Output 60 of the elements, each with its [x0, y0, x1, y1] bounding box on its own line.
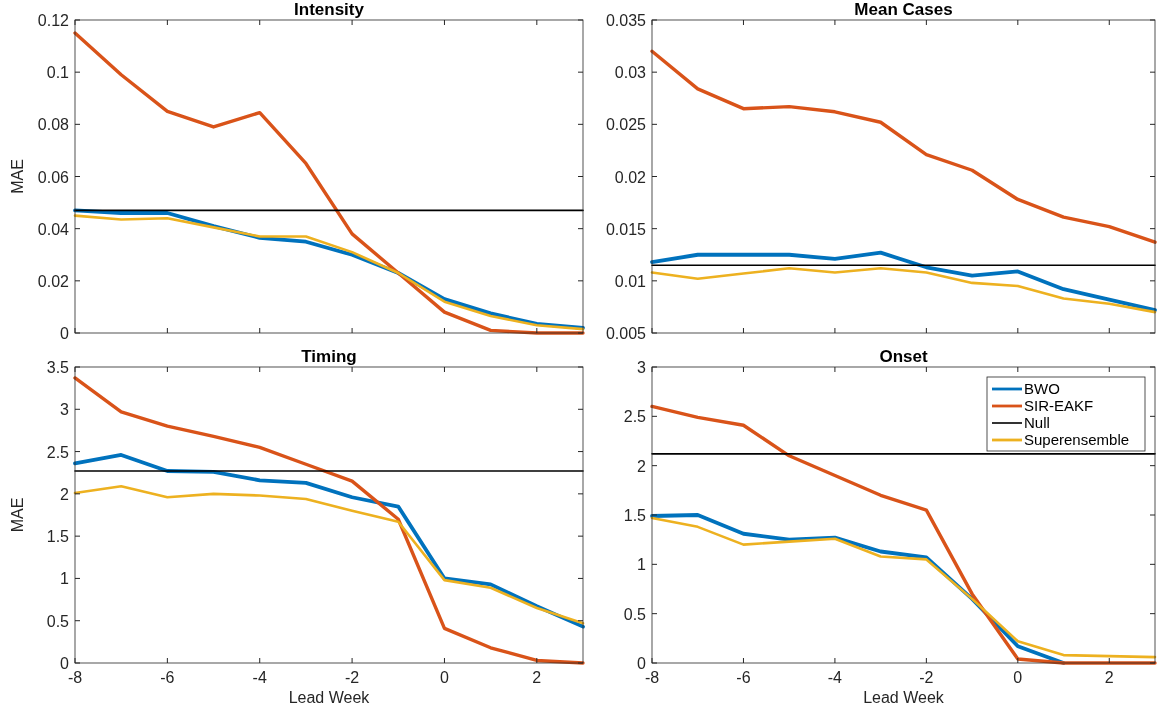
chart-title: Onset	[879, 347, 928, 366]
y-tick-label: 0.5	[623, 605, 647, 623]
legend-label: Superensemble	[1024, 431, 1130, 448]
line-series	[73, 31, 585, 335]
y-tick-label: 2	[60, 485, 70, 503]
x-tick-label: 2	[532, 669, 542, 686]
line-series	[73, 376, 585, 665]
y-tick-label: 2	[637, 457, 647, 475]
chart-title: Timing	[301, 347, 357, 366]
legend-label: BWO	[1024, 380, 1060, 397]
line-series	[650, 49, 1157, 244]
x-tick-label: -8	[67, 669, 83, 686]
y-tick-label: 0.02	[37, 272, 70, 290]
y-tick-label: 2.5	[623, 408, 647, 426]
y-tick-label: 0.01	[614, 272, 647, 290]
y-tick-label: 1.5	[46, 528, 70, 546]
y-tick-label: 0.12	[37, 12, 70, 29]
chart-title: Mean Cases	[854, 0, 953, 19]
y-tick-label: 0.1	[46, 64, 70, 82]
line-series	[650, 250, 1157, 312]
x-tick-label: -4	[827, 669, 843, 686]
y-axis-title: MAE	[9, 497, 26, 533]
line-series	[650, 516, 1157, 659]
x-tick-label: 0	[440, 669, 449, 686]
y-tick-label: 0.035	[605, 12, 647, 29]
y-tick-label: 3	[60, 401, 70, 419]
line-series	[650, 267, 1157, 314]
y-tick-label: 0.08	[37, 116, 70, 134]
x-tick-label: -6	[160, 669, 175, 686]
y-tick-label: 0.06	[37, 168, 70, 186]
x-tick-label: -4	[252, 669, 267, 686]
y-tick-label: 0.025	[605, 116, 647, 134]
x-tick-label: 0	[1013, 669, 1023, 686]
x-tick-label: -2	[344, 669, 360, 686]
x-tick-label: 2	[1104, 669, 1114, 686]
y-tick-label: 0.03	[614, 64, 647, 82]
x-axis-title: Lead Week	[288, 689, 371, 706]
y-tick-label: 3.5	[46, 359, 70, 376]
legend-label: Null	[1024, 414, 1050, 431]
y-tick-label: 1	[60, 570, 70, 588]
y-tick-label: 0	[637, 655, 647, 672]
y-axis-title: MAE	[9, 159, 26, 194]
y-tick-label: 3	[637, 359, 647, 376]
y-tick-label: 0.005	[605, 325, 647, 342]
y-tick-label: 2.5	[46, 443, 70, 461]
y-tick-label: 0.015	[605, 220, 647, 238]
y-tick-label: 0.04	[37, 220, 70, 238]
x-tick-label: -2	[919, 669, 934, 686]
legend-label: SIR-EAKF	[1024, 397, 1094, 414]
x-tick-label: -8	[644, 669, 660, 686]
x-axis-title: Lead Week	[863, 689, 945, 706]
x-tick-label: -6	[736, 669, 751, 686]
y-tick-label: 0.02	[614, 168, 647, 186]
y-tick-label: 0	[60, 325, 70, 342]
y-tick-label: 1	[637, 556, 647, 574]
chart-title: Intensity	[294, 0, 365, 19]
line-series	[73, 484, 585, 625]
y-tick-label: 0.5	[46, 612, 70, 630]
y-tick-label: 0	[60, 655, 70, 672]
y-tick-label: 1.5	[623, 507, 647, 524]
